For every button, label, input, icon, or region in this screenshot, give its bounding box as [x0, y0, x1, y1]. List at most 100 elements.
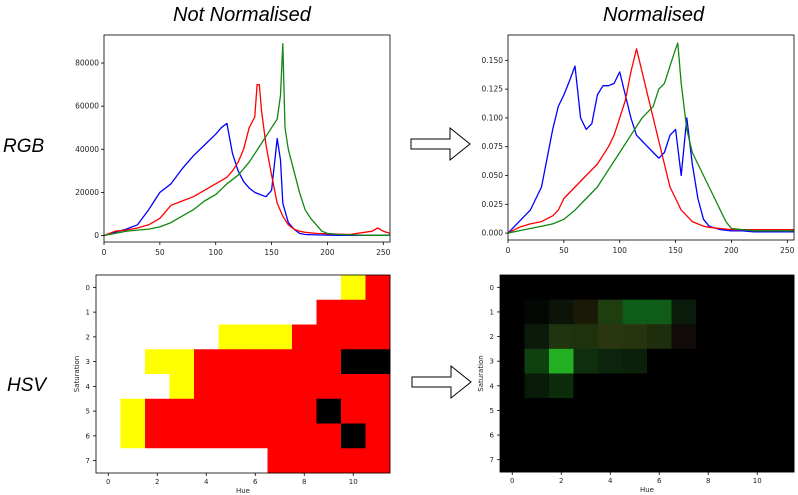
- heatmap-cell: [96, 299, 121, 325]
- heatmap-cell: [671, 373, 697, 399]
- heatmap-cell: [218, 275, 244, 301]
- heatmap-cell: [696, 373, 721, 399]
- y-tick-label: 0.000: [482, 229, 504, 238]
- y-axis-label: Saturation: [477, 355, 485, 392]
- y-tick-label: 0.025: [482, 200, 504, 209]
- heatmap-cell: [145, 349, 170, 375]
- heatmap-cell: [671, 447, 697, 473]
- heatmap-cell: [696, 275, 721, 301]
- heatmap-cell: [169, 275, 195, 301]
- y-tick-label: 5: [490, 407, 494, 415]
- x-tick-label: 6: [657, 477, 662, 485]
- heatmap-cell: [316, 374, 342, 400]
- heatmap-cell: [145, 448, 170, 474]
- heatmap-cell: [341, 374, 366, 400]
- x-axis-label: Hue: [236, 487, 250, 495]
- heatmap-cell: [696, 422, 721, 448]
- heatmap-cell: [169, 324, 195, 350]
- x-tick-label: 0: [102, 248, 107, 257]
- heatmap-cell: [365, 349, 391, 375]
- heatmap-cell: [720, 373, 746, 399]
- x-tick-label: 4: [204, 478, 209, 486]
- heatmap-cell: [267, 423, 293, 449]
- x-tick-label: 6: [253, 478, 258, 486]
- heatmap-cell: [316, 349, 342, 375]
- heatmap-cell: [647, 348, 672, 374]
- heatmap-cell: [622, 422, 648, 448]
- y-tick-label: 0: [86, 284, 90, 292]
- heatmap-cell: [243, 349, 268, 375]
- heatmap-cell: [267, 349, 293, 375]
- heatmap-cell: [549, 348, 574, 374]
- heatmap-cell: [267, 299, 293, 325]
- heatmap-cell: [647, 275, 672, 301]
- y-tick-label: 5: [86, 408, 90, 416]
- heatmap-cell: [696, 398, 721, 424]
- heatmap-cell: [671, 299, 697, 325]
- heatmap-cell: [671, 275, 697, 301]
- heatmap-cell: [218, 324, 244, 350]
- x-tick-label: 50: [559, 246, 569, 255]
- heatmap-cell: [720, 447, 746, 473]
- heatmap-cell: [169, 299, 195, 325]
- heatmap-cell: [598, 348, 623, 374]
- heatmap-cell: [316, 299, 342, 325]
- heatmap-cell: [769, 447, 795, 473]
- heatmap-cell: [745, 275, 770, 301]
- heatmap-cell: [169, 423, 195, 449]
- heatmap-cell: [696, 299, 721, 325]
- series-line-green: [507, 42, 794, 234]
- heatmap-cell: [720, 324, 746, 350]
- heatmap-cell: [647, 324, 672, 350]
- heatmap-cell: [671, 422, 697, 448]
- heatmap-cell: [120, 448, 146, 474]
- heatmap-cell: [292, 349, 317, 375]
- series-line-red: [103, 83, 391, 237]
- heatmap-cell: [267, 374, 293, 400]
- heatmap-cell: [745, 447, 770, 473]
- y-tick-label: 2: [86, 333, 90, 341]
- heatmap-cell: [365, 423, 391, 449]
- heatmap-cell: [218, 374, 244, 400]
- y-tick-label: 40000: [75, 145, 99, 154]
- heatmap-cell: [500, 447, 525, 473]
- heatmap-cell: [316, 275, 342, 301]
- heatmap-cell: [169, 349, 195, 375]
- heatmap-cell: [549, 373, 574, 399]
- heatmap-cell: [145, 275, 170, 301]
- heatmap-cell: [720, 348, 746, 374]
- y-tick-label: 80000: [75, 59, 99, 68]
- y-tick-label: 4: [86, 383, 91, 391]
- x-tick-label: 8: [706, 477, 710, 485]
- heatmap-cell: [218, 423, 244, 449]
- heatmap-cell: [524, 422, 550, 448]
- heatmap-cell: [218, 448, 244, 474]
- heatmap-cell: [169, 448, 195, 474]
- heatmap-cell: [598, 447, 623, 473]
- heatmap-cell: [267, 398, 293, 424]
- x-tick-label: 0: [106, 478, 110, 486]
- arrow-hsv-icon: [411, 364, 472, 400]
- heatmap-cell: [341, 275, 366, 301]
- heatmap-cell: [243, 423, 268, 449]
- heading-not-normalised: Not Normalised: [173, 4, 311, 26]
- heatmap-cell: [316, 324, 342, 350]
- heatmap-cell: [243, 324, 268, 350]
- heatmap-cell: [549, 324, 574, 350]
- x-tick-label: 8: [302, 478, 306, 486]
- heatmap-cell: [500, 373, 525, 399]
- heading-normalised: Normalised: [603, 4, 705, 26]
- heatmap-cell: [696, 348, 721, 374]
- heatmap-cell: [194, 374, 219, 400]
- series-line-blue: [103, 122, 390, 237]
- heatmap-cell: [769, 324, 795, 350]
- heatmap-cell: [243, 275, 268, 301]
- chart-rgb-raw: 0 50 100 150 200 250 0 20000 40000 60000 80000: [75, 34, 391, 257]
- heatmap-cell: [267, 324, 293, 350]
- heatmap-cell: [145, 324, 170, 350]
- heatmap-cell: [194, 448, 219, 474]
- heatmap-cell: [316, 423, 342, 449]
- heatmap-cell: [341, 448, 366, 474]
- heatmap-cell: [365, 448, 391, 474]
- x-tick-label: 4: [608, 477, 613, 485]
